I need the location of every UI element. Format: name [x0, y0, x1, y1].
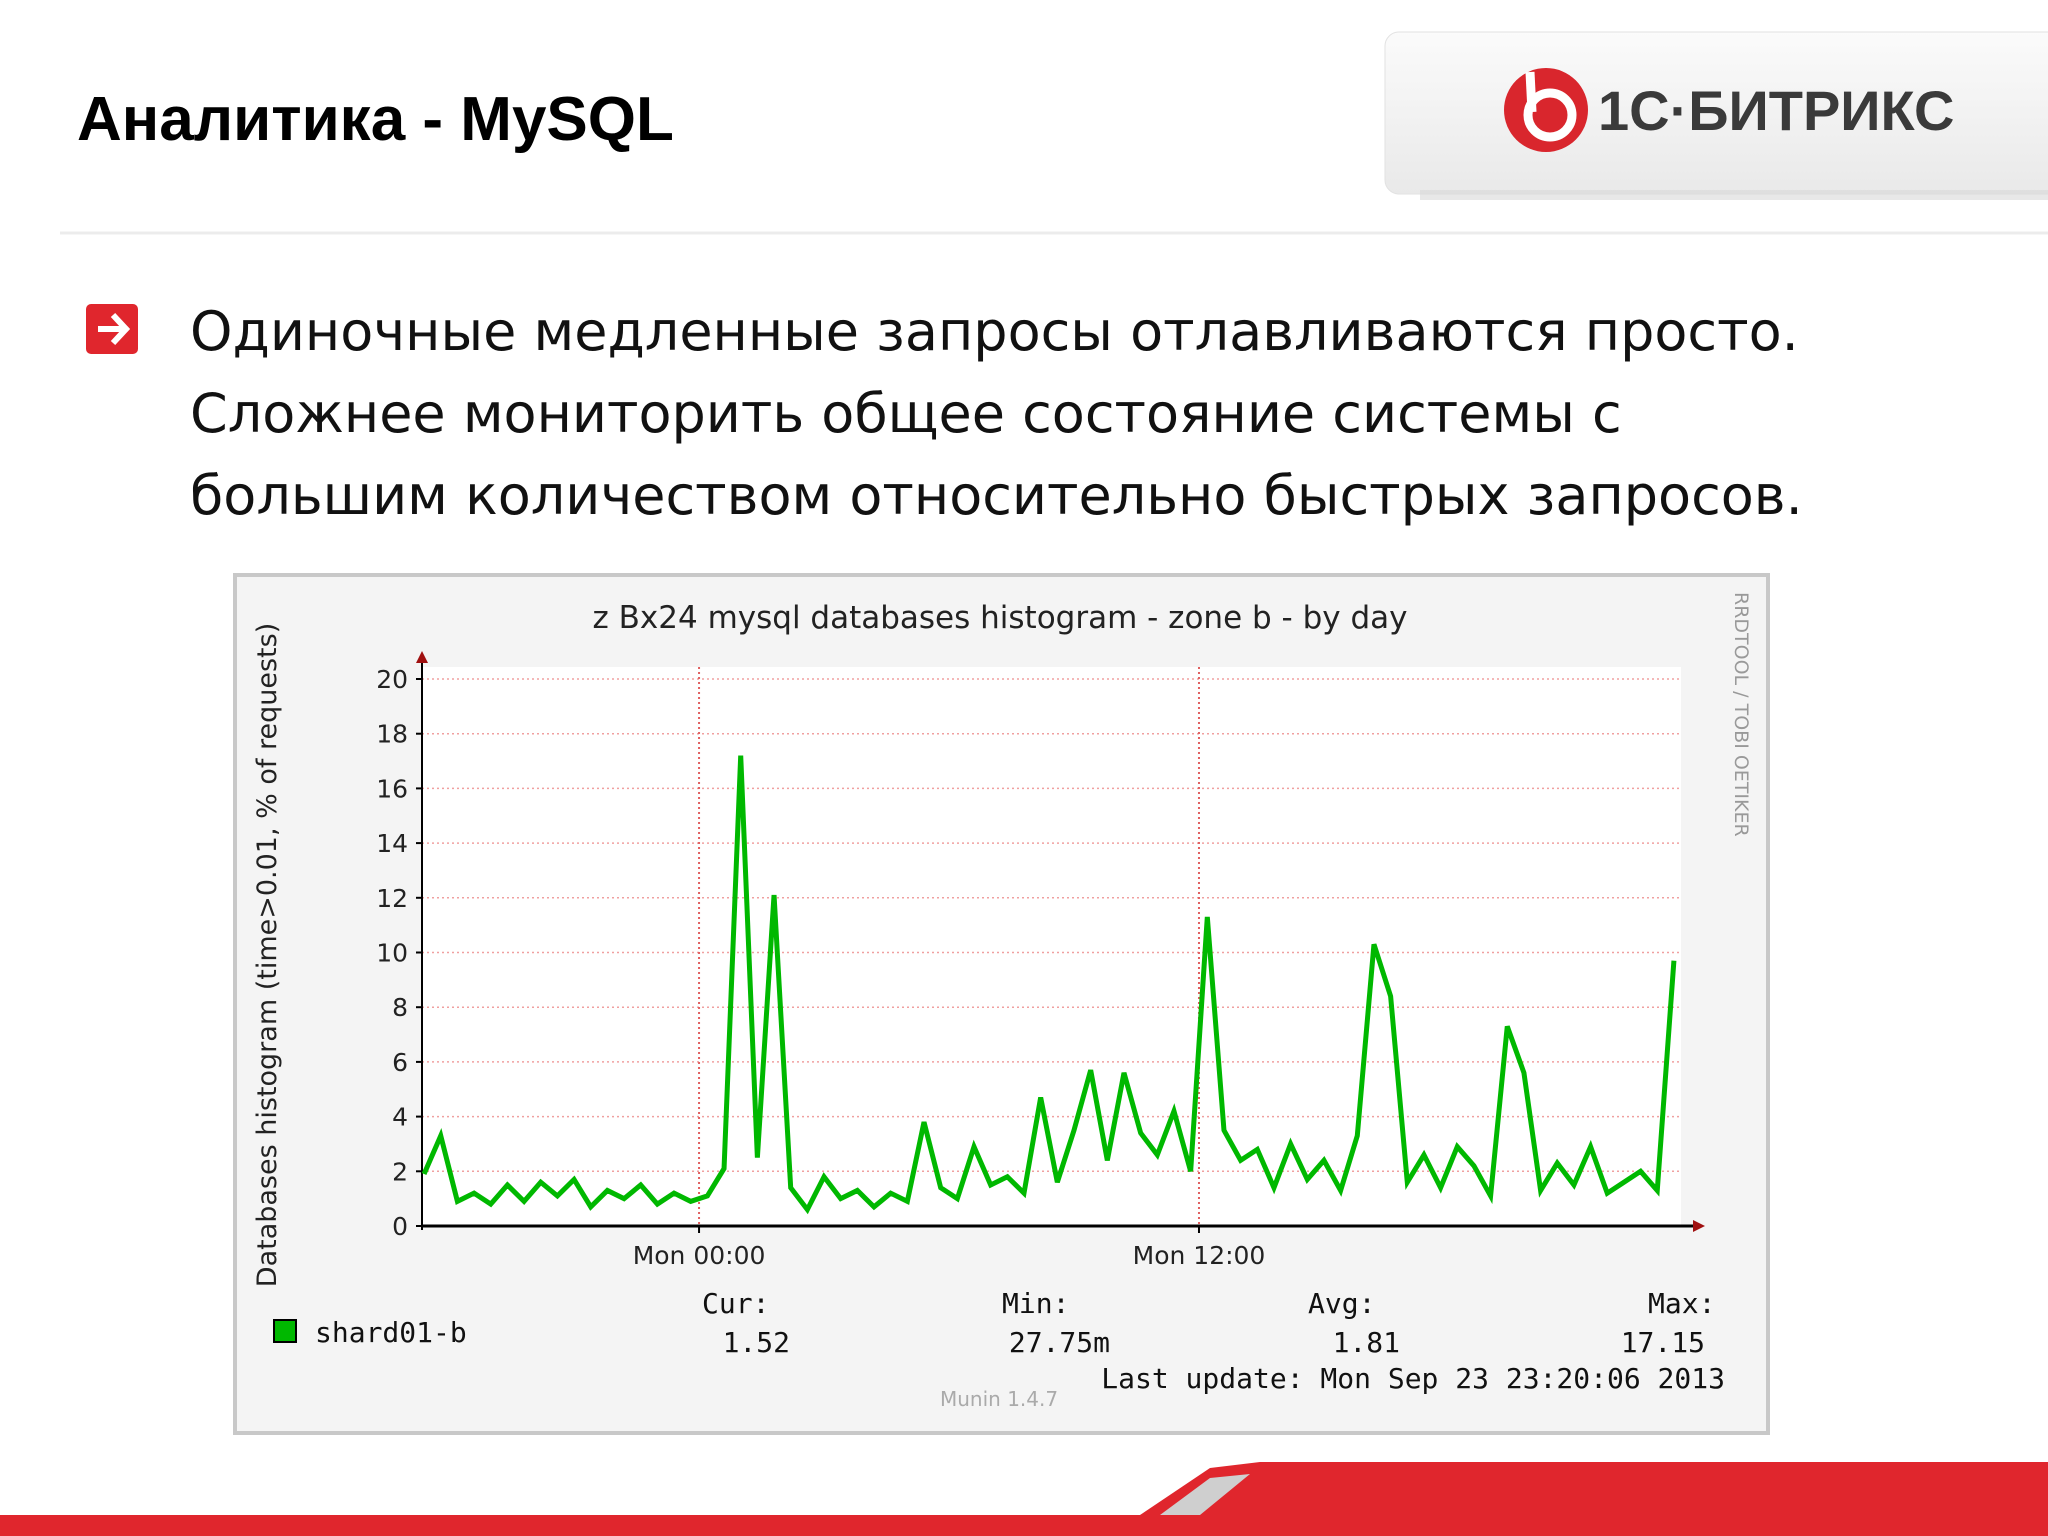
legend-swatch	[273, 1319, 297, 1343]
y-tick-label: 0	[392, 1212, 408, 1241]
last-update: Last update: Mon Sep 23 23:20:06 2013	[1101, 1362, 1725, 1395]
stat-label: Max:	[1648, 1287, 1715, 1320]
x-axis-arrow	[1693, 1220, 1705, 1232]
logo-shadow	[1420, 190, 2048, 200]
logo-text: 1С·БИТРИКС	[1598, 79, 1954, 142]
y-tick-label: 6	[392, 1048, 408, 1077]
stat-value: 1.52	[723, 1326, 790, 1359]
stat-label: Min:	[1002, 1287, 1069, 1320]
chart-title: z Bx24 mysql databases histogram - zone …	[593, 600, 1408, 636]
stat-label: Cur:	[702, 1287, 769, 1320]
y-tick-label: 2	[392, 1157, 408, 1186]
y-tick-label: 20	[376, 665, 408, 694]
footer-band	[0, 1515, 2048, 1536]
stat-label: Avg:	[1308, 1287, 1375, 1320]
bullet-line: большим количеством относительно быстрых…	[190, 464, 1803, 527]
slide-title: Аналитика - MySQL	[77, 85, 674, 154]
data-line	[421, 755, 1677, 1215]
y-axis-arrow	[416, 651, 428, 663]
bullet-icon	[86, 304, 138, 354]
bullet-line: Одиночные медленные запросы отлавливаютс…	[190, 300, 1799, 363]
y-tick-label: 8	[392, 993, 408, 1022]
x-tick-label: Mon 12:00	[1133, 1241, 1266, 1270]
stat-value: 1.81	[1333, 1326, 1400, 1359]
y-tick-label: 4	[392, 1103, 408, 1132]
chart: z Bx24 mysql databases histogram - zone …	[252, 592, 1752, 1411]
footer-accent	[1160, 1474, 1250, 1515]
side-label: RRDTOOL / TOBI OETIKER	[1730, 592, 1752, 837]
y-axis-label: Databases histogram (time>0.01, % of req…	[252, 623, 283, 1287]
bullet-line: Сложнее мониторить общее состояние систе…	[190, 382, 1622, 445]
x-tick-label: Mon 00:00	[633, 1241, 766, 1270]
logo-mark	[1504, 68, 1588, 152]
y-tick-label: 16	[376, 774, 408, 803]
y-tick-label: 18	[376, 720, 408, 749]
legend-label: shard01-b	[315, 1316, 467, 1349]
stat-value: 17.15	[1621, 1326, 1705, 1359]
plot-area	[422, 667, 1681, 1226]
y-tick-label: 10	[376, 939, 408, 968]
y-tick-label: 14	[376, 829, 408, 858]
footer-note: Munin 1.4.7	[940, 1387, 1058, 1411]
y-tick-label: 12	[376, 884, 408, 913]
stat-value: 27.75m	[1009, 1326, 1110, 1359]
